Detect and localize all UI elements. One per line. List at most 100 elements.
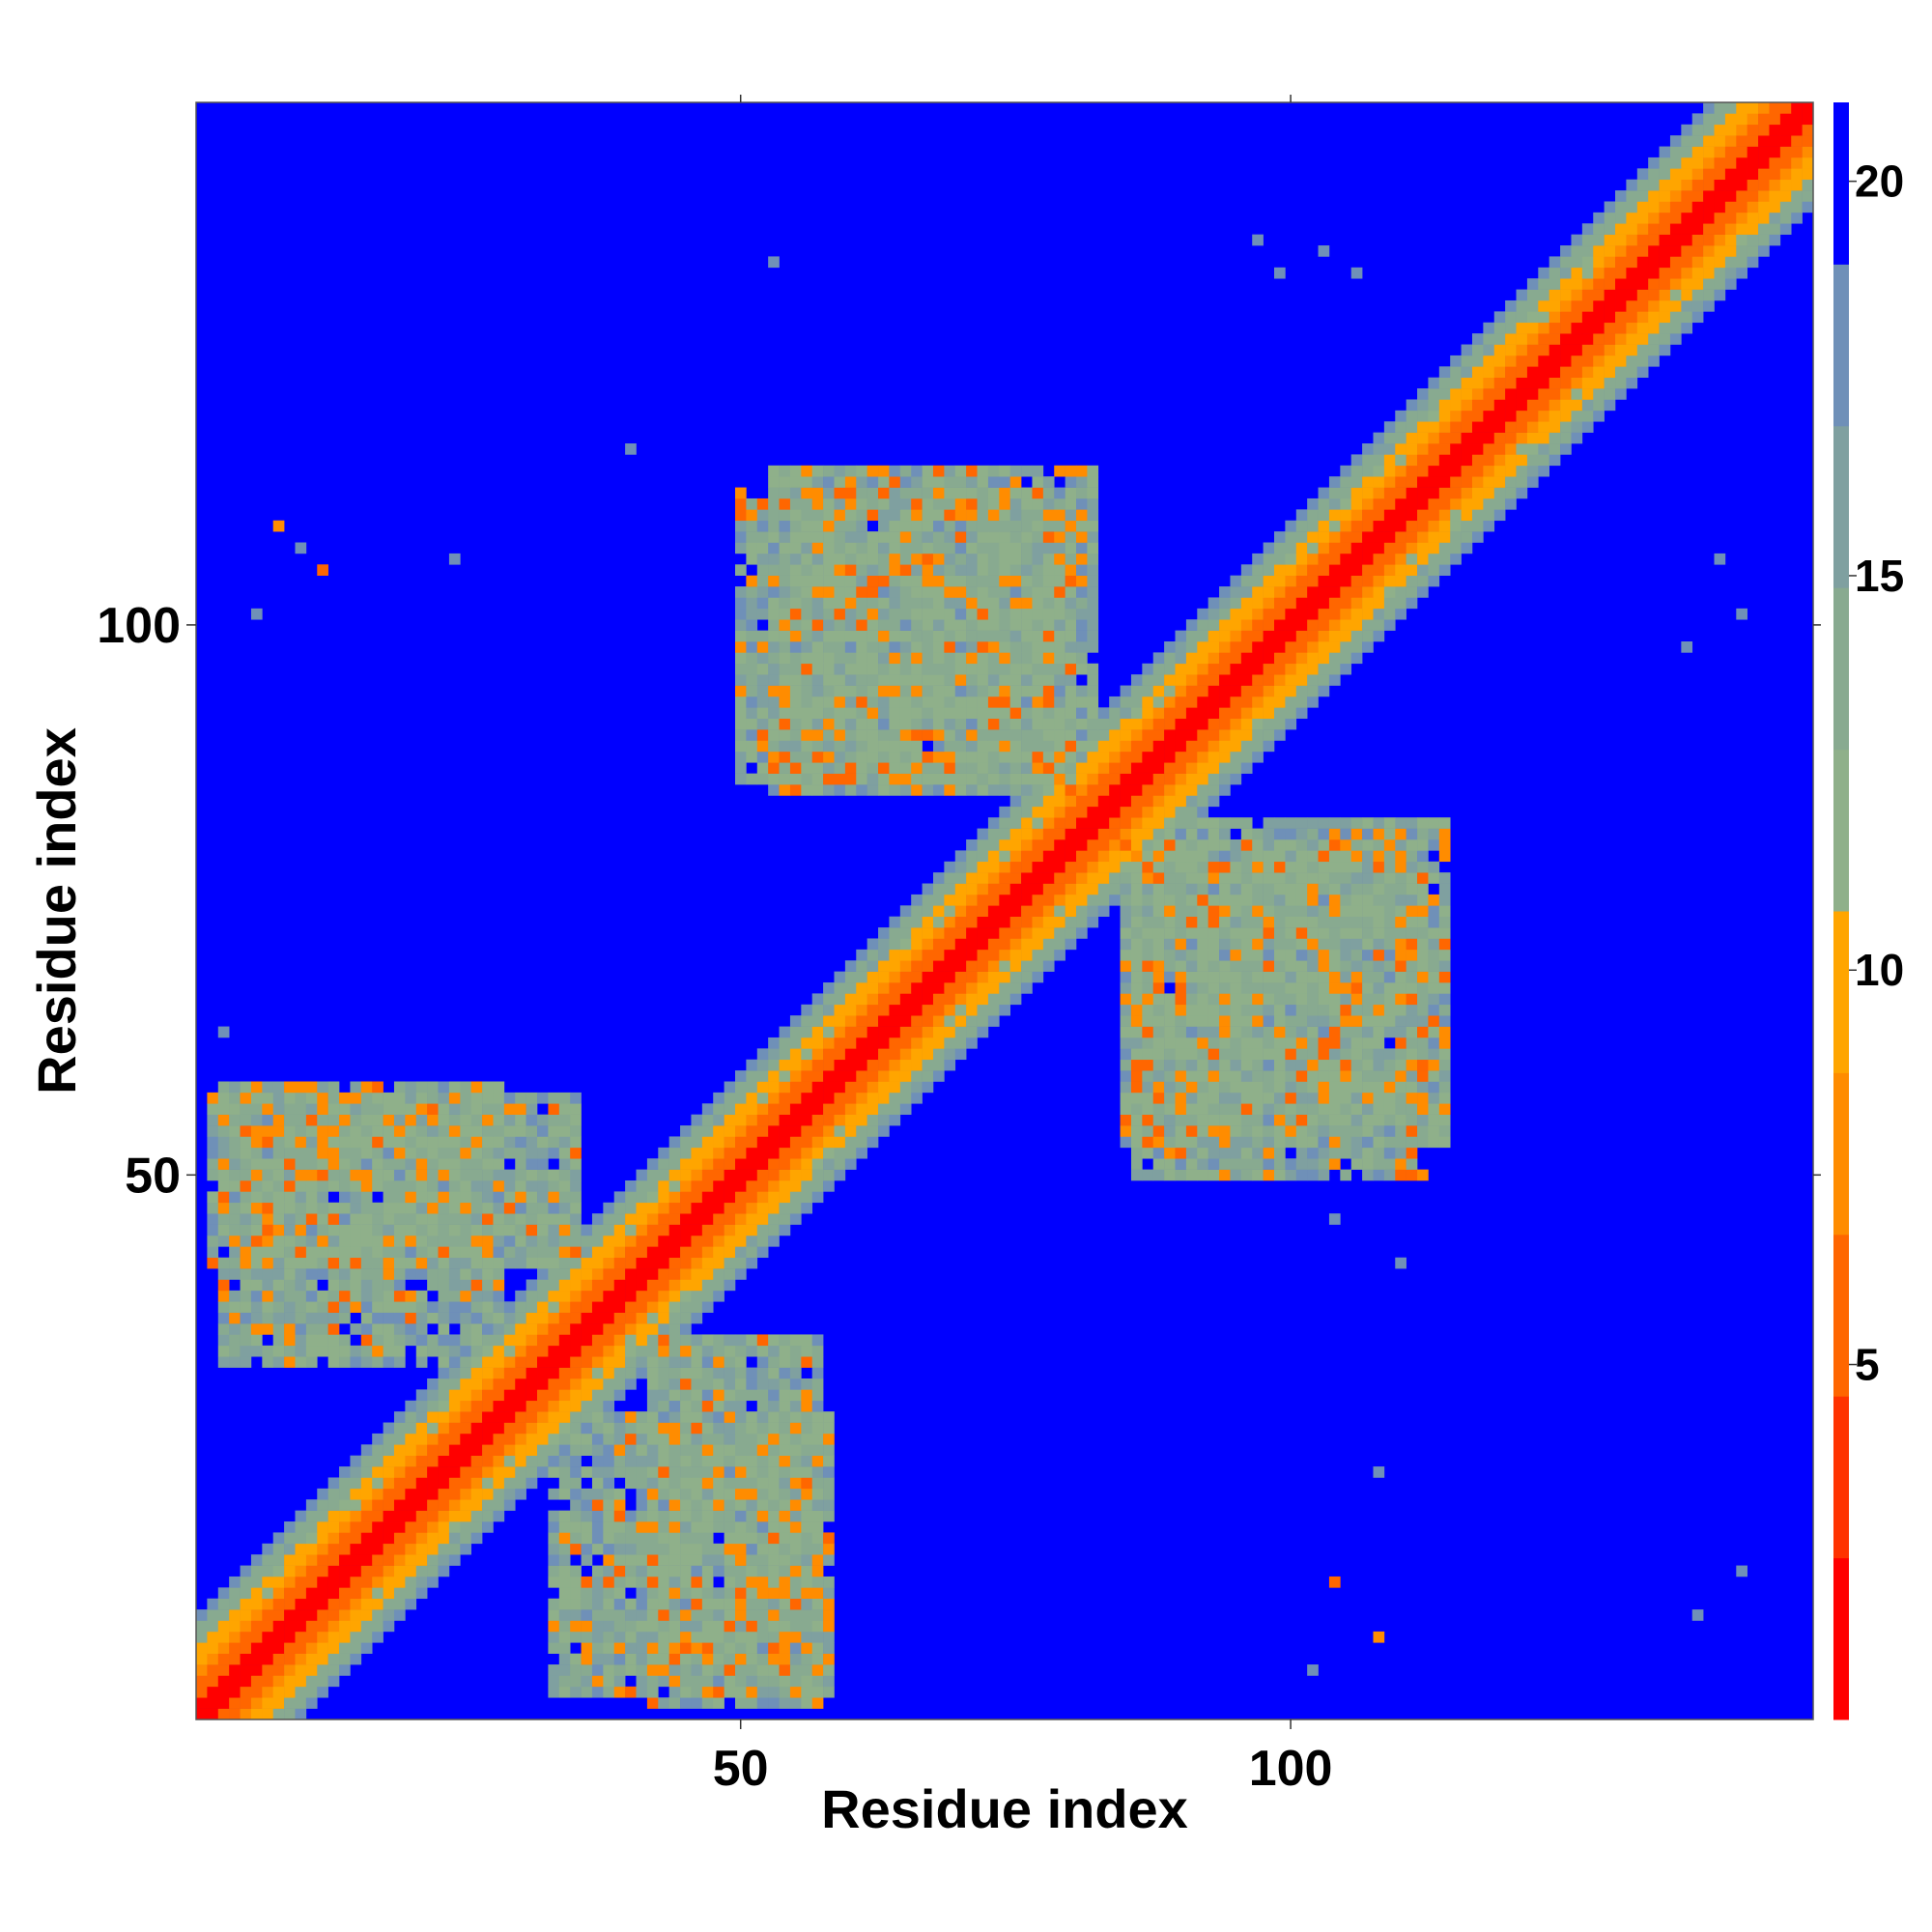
heatmap-cell (1185, 1081, 1198, 1094)
heatmap-cell (1406, 883, 1418, 895)
heatmap-cell (856, 1125, 867, 1137)
heatmap-cell (811, 586, 824, 598)
heatmap-cell (372, 1444, 384, 1456)
heatmap-cell (1328, 872, 1341, 884)
heatmap-cell (856, 773, 867, 785)
heatmap-cell (823, 1631, 835, 1643)
heatmap-cell (327, 1510, 340, 1522)
heatmap-cell (305, 1598, 318, 1610)
heatmap-cell (856, 762, 867, 774)
heatmap-cell (250, 1180, 263, 1192)
heatmap-cell (372, 1499, 384, 1511)
heatmap-cell (1175, 762, 1187, 774)
heatmap-cell (613, 1543, 626, 1555)
heatmap-cell (1009, 883, 1022, 895)
heatmap-cell (393, 1521, 406, 1533)
heatmap-cell (735, 1444, 747, 1456)
heatmap-cell (360, 1587, 373, 1600)
heatmap-cell (1350, 916, 1363, 928)
heatmap-cell (1428, 1092, 1440, 1104)
heatmap-cell (1383, 916, 1396, 928)
heatmap-cell (801, 1631, 813, 1643)
heatmap-cell (1175, 938, 1187, 951)
heatmap-cell (768, 1554, 780, 1566)
heatmap-cell (1120, 806, 1132, 818)
heatmap-cell (987, 817, 1000, 829)
heatmap-cell (878, 718, 890, 730)
heatmap-cell (360, 1169, 373, 1181)
heatmap-cell (1681, 641, 1693, 653)
heatmap-cell (581, 1554, 593, 1566)
heatmap-cell (878, 751, 890, 763)
heatmap-cell (339, 1565, 351, 1577)
heatmap-cell (1307, 630, 1319, 642)
heatmap-cell (613, 1411, 626, 1423)
heatmap-cell (1230, 674, 1242, 686)
heatmap-cell (1009, 707, 1022, 720)
heatmap-cell (537, 1290, 549, 1302)
heatmap-cell (1340, 1125, 1352, 1137)
heatmap-cell (1263, 938, 1275, 951)
heatmap-cell (1438, 927, 1451, 939)
heatmap-cell (284, 1290, 296, 1302)
heatmap-cell (668, 1224, 681, 1236)
heatmap-cell (1021, 575, 1033, 587)
heatmap-cell (789, 586, 802, 598)
heatmap-cell (460, 1290, 471, 1302)
heatmap-cell (636, 1312, 648, 1324)
heatmap-cell (1197, 729, 1208, 741)
heatmap-cell (735, 652, 747, 665)
heatmap-cell (526, 1136, 538, 1149)
heatmap-cell (515, 1323, 526, 1335)
heatmap-cell (581, 1543, 593, 1555)
heatmap-cell (262, 1257, 274, 1269)
heatmap-cell (1130, 1048, 1143, 1061)
heatmap-cell (1362, 916, 1374, 928)
heatmap-cell (1097, 707, 1110, 720)
heatmap-cell (932, 597, 945, 610)
heatmap-cell (789, 1444, 802, 1456)
heatmap-cell (305, 1653, 318, 1665)
heatmap-cell (701, 1444, 714, 1456)
heatmap-cell (327, 1169, 340, 1181)
heatmap-cell (427, 1268, 439, 1280)
heatmap-cell (1274, 1015, 1286, 1027)
heatmap-cell (1307, 1081, 1319, 1094)
heatmap-cell (415, 1543, 428, 1555)
heatmap-cell (668, 1246, 681, 1259)
heatmap-cell (295, 1312, 307, 1324)
heatmap-cell (911, 927, 923, 939)
heatmap-cell (284, 1565, 296, 1577)
heatmap-cell (515, 1488, 526, 1500)
heatmap-cell (272, 1532, 285, 1545)
heatmap-cell (493, 1444, 505, 1456)
heatmap-cell (966, 916, 978, 928)
heatmap-cell (1130, 707, 1143, 720)
heatmap-cell (460, 1400, 471, 1412)
heatmap-cell (811, 619, 824, 631)
heatmap-cell (1340, 608, 1352, 620)
heatmap-cell (1109, 872, 1121, 884)
heatmap-cell (1328, 1081, 1341, 1094)
heatmap-cell (724, 1158, 736, 1170)
heatmap-cell (1120, 1026, 1132, 1038)
heatmap-cell (350, 1136, 362, 1149)
heatmap-cell (966, 630, 978, 642)
heatmap-cell (977, 740, 989, 753)
heatmap-cell (1219, 1125, 1231, 1137)
heatmap-cell (1252, 894, 1264, 906)
heatmap-cell (1263, 1015, 1275, 1027)
heatmap-cell (954, 575, 967, 587)
heatmap-cell (1120, 927, 1132, 939)
heatmap-cell (317, 1312, 328, 1324)
heatmap-cell (1120, 949, 1132, 961)
heatmap-cell (944, 861, 956, 873)
heatmap-cell (668, 1675, 681, 1688)
heatmap-cell (1087, 806, 1099, 818)
heatmap-cell (1175, 993, 1187, 1006)
heatmap-cell (383, 1576, 395, 1588)
heatmap-cell (548, 1147, 560, 1159)
heatmap-cell (1175, 883, 1187, 895)
heatmap-cell (240, 1268, 252, 1280)
heatmap-cell (482, 1125, 494, 1137)
